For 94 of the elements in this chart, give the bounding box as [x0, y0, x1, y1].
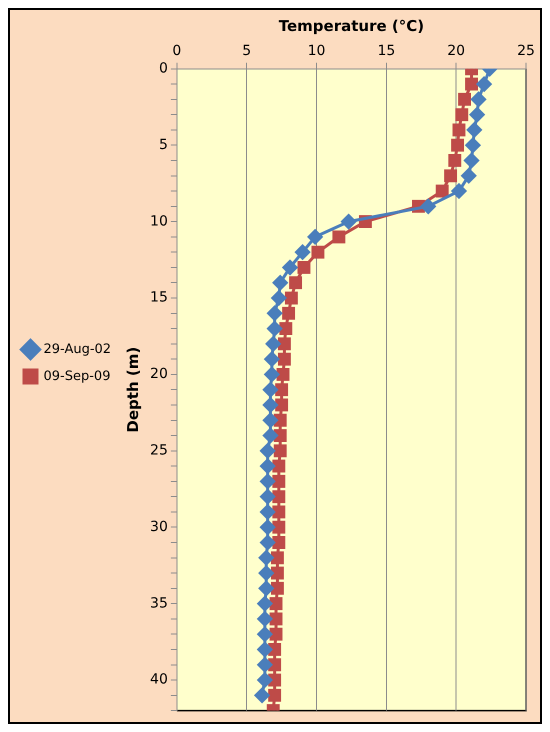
y-tick-label: 35 [150, 595, 168, 612]
x-axis-title: Temperature (°C) [278, 16, 424, 35]
point [282, 306, 296, 320]
point [260, 504, 276, 520]
y-tick-label: 30 [150, 518, 168, 535]
x-tick-label: 0 [172, 43, 182, 60]
point [444, 169, 458, 182]
point [295, 244, 310, 260]
point [262, 412, 278, 428]
point [275, 383, 288, 396]
point [471, 92, 486, 107]
point [268, 688, 282, 702]
x-tick-label: 5 [242, 43, 252, 60]
point [272, 520, 286, 534]
point [466, 122, 482, 138]
point [260, 443, 276, 458]
point [258, 580, 274, 596]
point [282, 260, 298, 275]
point [436, 184, 449, 198]
point [264, 352, 280, 367]
point [260, 458, 276, 474]
x-tick-label: 25 [517, 43, 535, 60]
point [262, 382, 278, 398]
x-tick-label: 15 [377, 43, 396, 60]
y-tick-label: 15 [150, 290, 168, 306]
point [257, 642, 272, 657]
point [420, 198, 436, 214]
y-tick-label: 25 [150, 442, 168, 458]
point [284, 292, 298, 304]
point [257, 657, 272, 672]
point [470, 107, 485, 122]
point [264, 366, 280, 382]
point [258, 550, 274, 566]
point [275, 398, 288, 412]
y-tick-label: 5 [158, 136, 168, 153]
point [476, 76, 492, 92]
point [267, 321, 282, 336]
point [266, 336, 281, 352]
point [455, 108, 468, 122]
x-tick-label: 20 [447, 43, 466, 60]
point [278, 337, 291, 350]
point [464, 152, 480, 168]
point [258, 566, 274, 581]
point [274, 444, 287, 458]
point [279, 322, 292, 336]
x-tick-label: 10 [308, 43, 326, 60]
point [308, 229, 323, 244]
point [465, 78, 478, 91]
y-tick-label: 20 [150, 366, 168, 382]
point [458, 92, 472, 106]
point [272, 474, 286, 488]
point [260, 489, 276, 504]
y-tick-label: 10 [150, 213, 168, 230]
point [276, 368, 290, 381]
point [451, 184, 466, 199]
point [451, 138, 464, 152]
point [262, 428, 278, 444]
point [452, 123, 466, 136]
point [311, 246, 324, 259]
point [270, 628, 282, 641]
point [271, 290, 286, 306]
legend-label: 29-Aug-02 [44, 342, 112, 357]
y-tick-label: 40 [150, 672, 168, 688]
point [260, 520, 276, 535]
point [257, 626, 272, 642]
point [278, 352, 291, 366]
point [270, 582, 284, 595]
point [461, 168, 476, 184]
point [257, 596, 272, 612]
point [289, 276, 302, 290]
point [270, 551, 284, 564]
point [272, 506, 286, 518]
point [448, 154, 462, 167]
point [270, 566, 284, 580]
point [272, 460, 286, 473]
point [257, 672, 272, 688]
point [272, 275, 288, 290]
point [298, 261, 310, 274]
point [272, 490, 286, 504]
point [257, 611, 272, 626]
y-axis-title: Depth (m) [124, 346, 142, 433]
point [270, 597, 282, 610]
point [260, 474, 276, 489]
point [272, 536, 286, 549]
point [270, 612, 282, 626]
legend-label: 09-Sep-09 [44, 368, 110, 384]
point [262, 397, 278, 412]
point [267, 306, 282, 321]
point [260, 535, 276, 550]
y-tick-label: 0 [158, 60, 168, 76]
point [341, 214, 356, 230]
point [254, 688, 270, 703]
point [332, 230, 346, 244]
point [465, 138, 480, 153]
